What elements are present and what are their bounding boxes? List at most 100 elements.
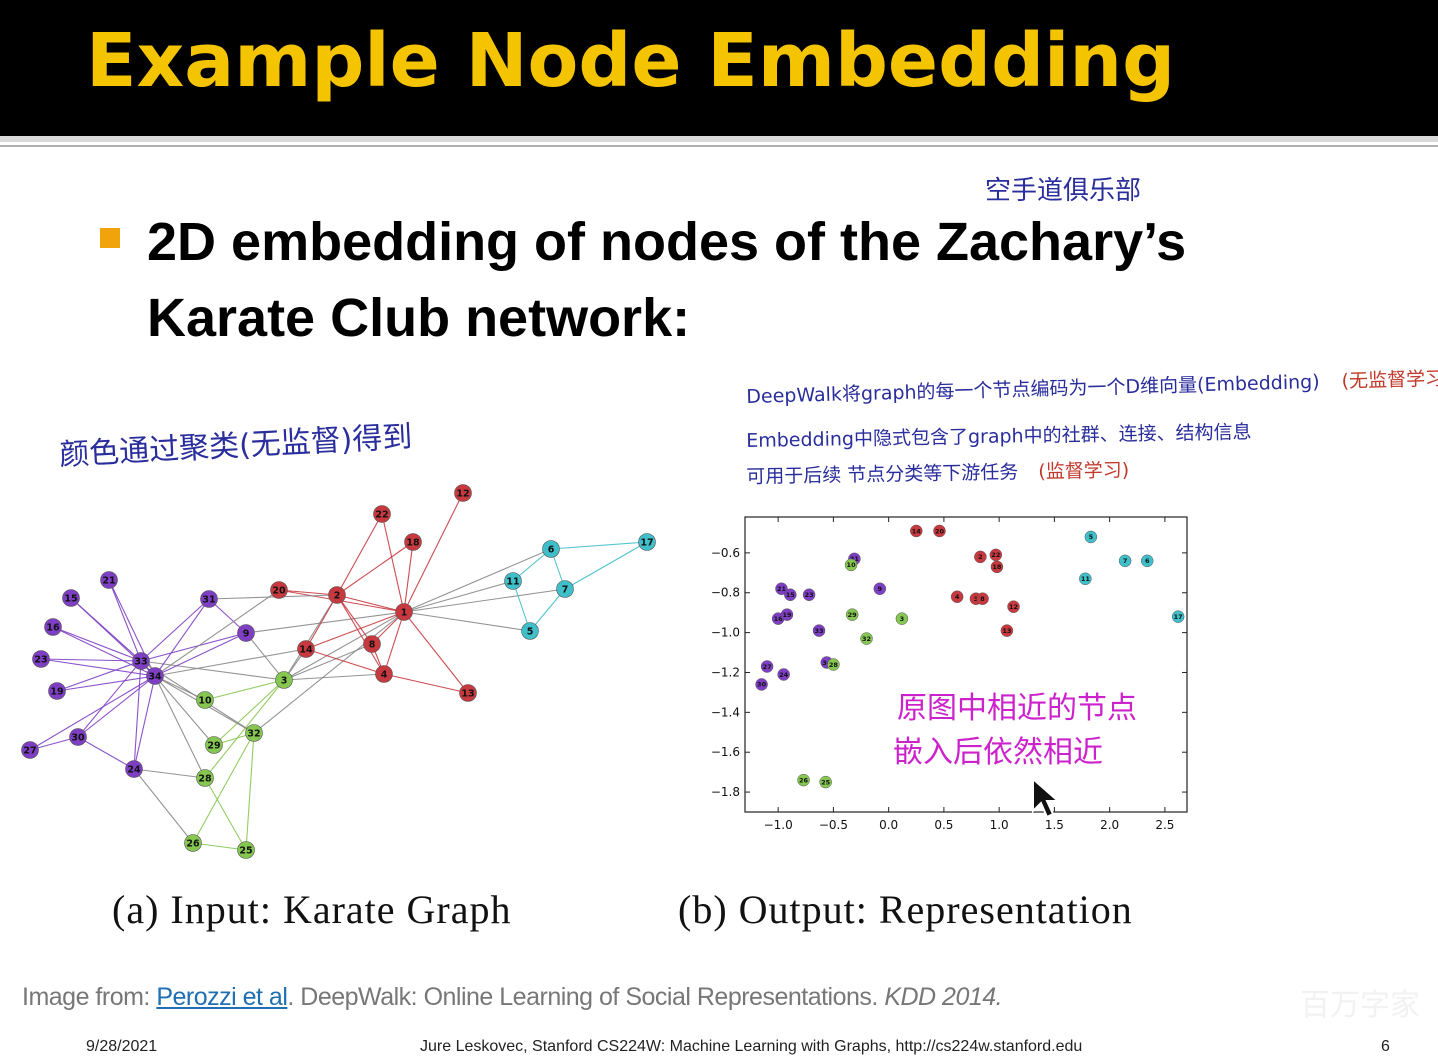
graph-node-4	[375, 665, 393, 683]
graph-edge-3-10	[204, 679, 285, 701]
caption-input: (a) Input: Karate Graph	[112, 887, 512, 932]
graph-node-26	[184, 834, 202, 852]
graph-node-24	[125, 760, 143, 778]
graph-edge-24-34	[133, 675, 156, 770]
graph-edge-9-33	[140, 632, 247, 662]
x-tick-label: 0.5	[934, 818, 953, 832]
graph-node-label-18: 18	[406, 537, 420, 548]
scatter-point-2	[974, 550, 987, 564]
y-tick-label: −0.6	[711, 546, 740, 560]
scatter-point-8	[976, 592, 989, 605]
scatter-point-label-19: 19	[782, 611, 792, 619]
graph-node-20	[270, 581, 288, 599]
scatter-point-label-10: 10	[847, 561, 857, 569]
x-tick-label: 1.0	[990, 818, 1009, 832]
scatter-point-21	[775, 582, 788, 596]
graph-edge-24-30	[77, 736, 135, 770]
x-tick-label: 0.0	[879, 818, 898, 832]
y-tick-label: −0.8	[711, 586, 740, 600]
scatter-point-label-22: 22	[991, 551, 1000, 559]
graph-edge-2-3	[283, 594, 338, 681]
annotation-deepwalk-line1: DeepWalk将graph的每一个节点编码为一个D维向量(Embedding)…	[746, 364, 1438, 409]
graph-edge-2-20	[278, 589, 338, 596]
y-tick-label: −1.8	[711, 785, 740, 799]
scatter-point-label-24: 24	[779, 671, 789, 679]
graph-edge-25-32	[245, 732, 255, 851]
graph-node-label-10: 10	[198, 695, 212, 706]
caption-output: (b) Output: Representation	[678, 887, 1133, 932]
scatter-point-label-15: 15	[786, 591, 796, 599]
scatter-point-11	[1079, 572, 1092, 586]
annotation-close-note-1: 原图中相近的节点	[897, 691, 1137, 726]
graph-node-5	[521, 622, 539, 640]
graph-edge-16-33	[52, 626, 142, 662]
scatter-point-12	[1007, 600, 1020, 613]
graph-node-label-34: 34	[148, 671, 162, 682]
scatter-point-label-20: 20	[935, 527, 945, 535]
graph-edge-7-17	[564, 541, 648, 590]
scatter-point-28	[827, 658, 840, 671]
annotation-deepwalk-line3: 可用于后续 节点分类等下游任务 (监督学习)	[746, 455, 1129, 489]
scatter-point-5	[1084, 530, 1098, 544]
scatter-point-label-33: 33	[815, 627, 824, 635]
scatter-point-label-25: 25	[821, 778, 831, 786]
graph-node-label-5: 5	[527, 626, 534, 637]
scatter-point-29	[845, 608, 859, 621]
graph-node-label-23: 23	[34, 654, 47, 665]
scatter-point-27	[760, 660, 774, 673]
scatter-point-9	[873, 582, 887, 596]
graph-node-label-6: 6	[548, 544, 555, 555]
scatter-point-label-31: 31	[850, 555, 860, 563]
y-tick-label: −1.4	[711, 705, 740, 719]
graph-edge-24-26	[133, 768, 194, 844]
graph-node-32	[245, 724, 263, 742]
scatter-point-24	[777, 668, 790, 681]
graph-edge-1-9	[245, 611, 405, 634]
graph-node-label-25: 25	[239, 845, 252, 856]
graph-edge-29-34	[154, 675, 215, 746]
graph-edge-23-34	[40, 658, 156, 677]
graph-edge-23-33	[40, 658, 142, 662]
graph-node-2	[328, 586, 346, 604]
graph-edge-1-14	[305, 611, 405, 650]
annotation-unsupervised-tag: (无监督学习)	[1341, 367, 1438, 393]
graph-node-29	[205, 736, 223, 754]
graph-node-label-12: 12	[456, 488, 469, 499]
graph-edge-1-7	[403, 588, 566, 613]
graph-node-25	[237, 841, 255, 859]
graph-node-23	[32, 650, 50, 668]
graph-node-27	[21, 741, 39, 759]
graph-edge-19-33	[56, 660, 142, 692]
graph-edge-3-8	[283, 643, 373, 681]
graph-edge-14-34	[154, 648, 307, 677]
scatter-point-label-29: 29	[848, 611, 858, 619]
graph-edge-30-34	[77, 675, 156, 738]
graph-node-label-11: 11	[506, 576, 519, 587]
scatter-point-label-4: 4	[955, 593, 960, 601]
graph-node-label-13: 13	[461, 688, 474, 699]
graph-node-10	[196, 691, 214, 709]
scatter-point-label-7: 7	[1123, 557, 1128, 565]
graph-node-14	[297, 640, 315, 658]
x-tick-label: −0.5	[819, 818, 848, 832]
graph-edge-31-34	[154, 598, 210, 677]
scatter-point-33	[812, 624, 826, 637]
source-prefix: Image from:	[22, 983, 157, 1011]
graph-edge-4-13	[383, 673, 469, 694]
graph-edge-3-33	[140, 660, 285, 681]
source-link[interactable]: Perozzi et al	[156, 983, 288, 1011]
scatter-point-32	[860, 632, 873, 645]
graph-edge-2-31	[208, 594, 338, 600]
source-rest: . DeepWalk: Online Learning of Social Re…	[287, 983, 885, 1011]
scatter-frame	[744, 516, 1188, 813]
graph-edge-20-34	[154, 589, 280, 677]
graph-edge-3-29	[213, 679, 285, 746]
graph-edge-1-13	[403, 611, 469, 694]
karate-graph: 1234567891011121314151617181920212223242…	[21, 484, 656, 859]
graph-node-16	[44, 618, 62, 636]
annotation-club-name: 空手道俱乐部	[985, 176, 1142, 206]
scatter-point-label-28: 28	[829, 661, 839, 669]
graph-edge-31-33	[140, 598, 210, 662]
scatter-point-26	[797, 773, 810, 787]
graph-node-label-31: 31	[202, 594, 215, 605]
